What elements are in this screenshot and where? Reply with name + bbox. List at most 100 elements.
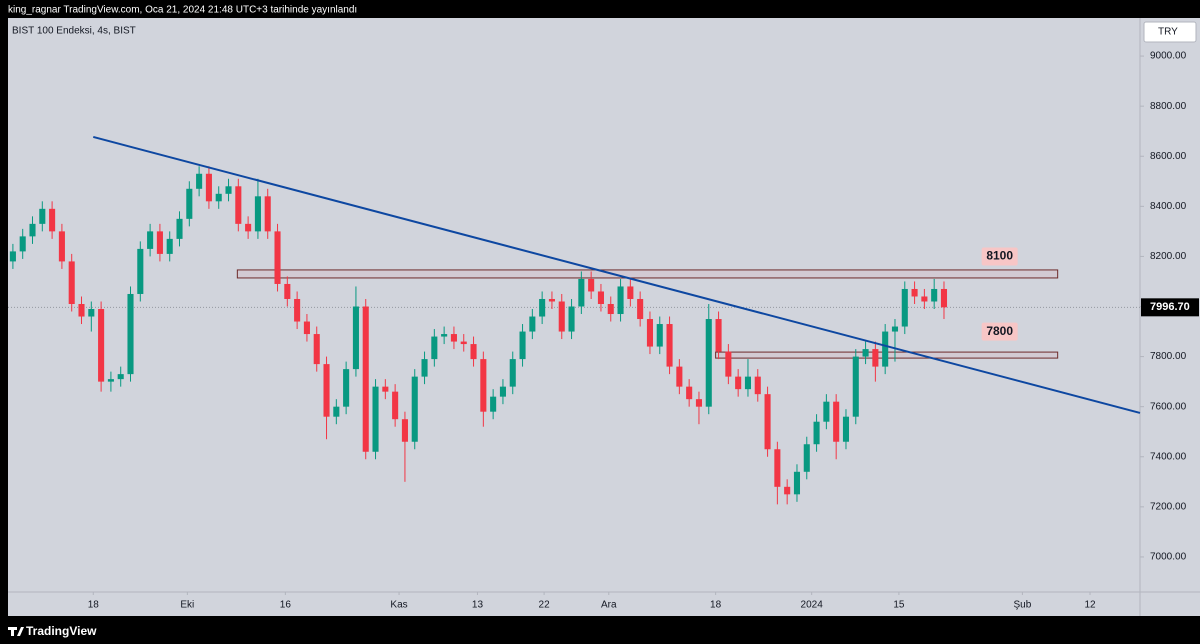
candle-body: [754, 376, 761, 395]
candle-body: [186, 188, 193, 219]
candle-body: [568, 306, 575, 332]
chart-title: BIST 100 Endeksi, 4s, BIST: [12, 26, 136, 37]
candle-body: [78, 303, 85, 317]
candle-body: [343, 369, 350, 407]
candle-body: [205, 173, 212, 202]
x-tick-label: 2024: [801, 600, 824, 611]
candle-body: [872, 349, 879, 367]
candle-body: [137, 248, 144, 294]
candle-body: [352, 306, 359, 370]
candle-body: [725, 351, 732, 377]
candle-body: [166, 238, 173, 254]
level-zone: [236, 269, 1059, 279]
x-tick-label: Şub: [1013, 600, 1031, 611]
trendline: [93, 135, 1141, 414]
candle-body: [313, 334, 320, 365]
candle-body: [107, 379, 114, 382]
candle-body: [303, 321, 310, 335]
y-tick-label: 8800.00: [1150, 101, 1187, 112]
candle-body: [49, 208, 56, 232]
y-tick-label: 7600.00: [1150, 401, 1187, 412]
candle-body: [362, 306, 369, 452]
candle-body: [833, 401, 840, 442]
candle-body: [254, 196, 261, 232]
x-tick-label: 13: [472, 600, 484, 611]
candle-body: [842, 416, 850, 442]
candle-body: [19, 236, 26, 252]
candle-body: [803, 444, 810, 472]
candle-body: [882, 331, 889, 367]
candle-body: [764, 394, 771, 450]
candle-body: [392, 391, 399, 420]
candle-body: [39, 208, 46, 224]
last-price-label: 7996.70: [1150, 301, 1190, 313]
candle-body: [715, 319, 722, 352]
x-tick-label: 12: [1084, 600, 1096, 611]
candle-body: [401, 419, 408, 442]
candle-body: [294, 298, 301, 322]
tv-logo: [8, 627, 24, 636]
candle-body: [88, 309, 95, 317]
candle-body: [68, 261, 75, 304]
currency-box[interactable]: [1143, 21, 1197, 43]
candle-body: [274, 231, 281, 284]
candle-body: [333, 406, 340, 417]
candle-body: [940, 288, 948, 308]
candle-body: [588, 278, 595, 292]
candle-body: [676, 366, 683, 387]
x-tick-label: 18: [710, 600, 722, 611]
currency[interactable]: TRY: [1158, 27, 1178, 38]
x-tick-label: Kas: [390, 600, 407, 611]
candle-body: [470, 344, 477, 360]
candle-body: [245, 223, 252, 232]
candle-body: [911, 288, 918, 297]
x-tick-label: Eki: [180, 600, 194, 611]
y-tick-label: 8200.00: [1150, 251, 1187, 262]
candle-body: [372, 386, 379, 452]
candle-body: [813, 421, 820, 445]
level-label: 7800: [986, 324, 1013, 338]
y-tick-label: 7000.00: [1150, 552, 1187, 563]
candle-body: [852, 356, 859, 417]
candle-body: [176, 218, 183, 239]
candle-body: [744, 376, 752, 390]
y-tick-label: 8400.00: [1150, 201, 1187, 212]
candle-body: [695, 399, 702, 407]
candle-body: [735, 376, 742, 390]
candle-body: [686, 386, 693, 400]
candle-body: [529, 316, 536, 332]
candle-body: [58, 231, 65, 262]
candle-body: [793, 471, 801, 495]
y-tick-label: 7200.00: [1150, 501, 1187, 512]
y-tick-label: 7800.00: [1150, 351, 1187, 362]
candle-body: [284, 283, 291, 299]
candle-body: [450, 334, 457, 342]
candle-body: [127, 293, 134, 375]
y-tick-label: 8600.00: [1150, 151, 1187, 162]
candle-body: [901, 288, 908, 327]
candle-body: [147, 231, 154, 249]
candle-body: [627, 286, 634, 299]
candle-body: [29, 223, 36, 237]
candle-body: [196, 173, 203, 189]
candle-body: [117, 374, 124, 380]
candle-body: [480, 359, 487, 412]
candle-body: [499, 386, 506, 397]
candle-body: [156, 231, 163, 254]
candle-body: [215, 193, 222, 202]
candle-body: [490, 396, 497, 412]
candle-body: [235, 186, 242, 224]
level-label-box: [981, 322, 1018, 341]
x-tick-label: 15: [893, 600, 905, 611]
candle-body: [98, 309, 105, 382]
header-text: king_ragnar TradingView.com, Oca 21, 202…: [8, 5, 357, 16]
candle-body: [548, 298, 555, 302]
y-tick-label: 7400.00: [1150, 451, 1187, 462]
y-tick-label: 9000.00: [1150, 51, 1187, 62]
candle-body: [323, 364, 330, 417]
footer-brand: TradingView: [26, 624, 97, 638]
candle-body: [441, 334, 448, 337]
x-tick-label: 16: [280, 600, 292, 611]
